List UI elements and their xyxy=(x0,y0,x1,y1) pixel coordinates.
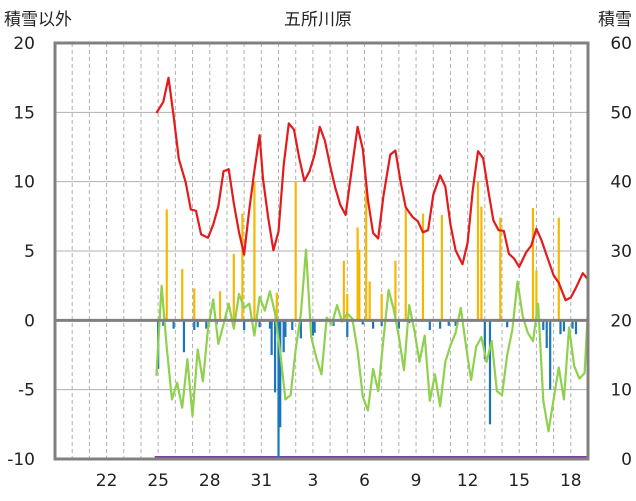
snowfall-bar xyxy=(499,217,502,321)
rain-bar xyxy=(162,320,165,326)
snowfall-bar xyxy=(557,217,560,321)
y-left-tick-label: 0 xyxy=(24,311,35,331)
rain-bar xyxy=(371,320,375,329)
rain-bar xyxy=(243,320,246,331)
snowfall-bar xyxy=(241,213,244,321)
rain-bar xyxy=(313,320,316,333)
x-tick-label: 31 xyxy=(251,471,273,491)
y-right-tick-label: 20 xyxy=(610,311,632,331)
rain-bar xyxy=(488,320,492,425)
snowfall-bar xyxy=(394,260,397,321)
rain-bar xyxy=(332,320,335,326)
rain-bar xyxy=(182,320,186,353)
rain-bar xyxy=(380,320,383,326)
snowfall-bar xyxy=(346,293,349,321)
x-tick-label: 12 xyxy=(457,471,479,491)
y-right-tick-label: 30 xyxy=(610,242,632,262)
rain-bar xyxy=(311,320,315,336)
rain-bar xyxy=(346,320,349,337)
x-tick-label: 15 xyxy=(508,471,530,491)
plot-frame xyxy=(53,41,590,461)
snowfall-bar xyxy=(294,181,297,321)
rain-bar xyxy=(549,320,552,390)
rain-bar xyxy=(506,320,509,328)
rain-bar xyxy=(273,320,277,393)
snowfall-bar xyxy=(193,288,196,321)
snowfall-bar xyxy=(253,181,256,321)
snowfall-bar xyxy=(232,253,235,321)
snowfall-bar xyxy=(358,249,361,321)
x-tick-label: 9 xyxy=(411,471,422,491)
rain-bar xyxy=(562,320,566,332)
snowfall-bar xyxy=(165,209,168,321)
x-tick-label: 22 xyxy=(96,471,118,491)
y-right-tick-label: 60 xyxy=(610,34,632,54)
snowfall-bar xyxy=(476,181,480,321)
snowfall-bar xyxy=(380,293,383,321)
rain-bar xyxy=(279,320,282,428)
rain-bar xyxy=(270,320,273,355)
frame-layer xyxy=(53,41,590,461)
y-right-tick-label: 50 xyxy=(610,103,632,123)
y-left-tick-label: -5 xyxy=(18,381,35,401)
rain-bar xyxy=(361,320,364,325)
rain-bar xyxy=(193,320,196,331)
y-left-tick-label: 5 xyxy=(24,242,35,262)
snowfall-bar xyxy=(368,281,371,321)
snowfall-bar xyxy=(535,270,538,321)
x-tick-label: 6 xyxy=(359,471,370,491)
rain-bar xyxy=(268,320,272,329)
y-left-axis-label: 積雪以外 xyxy=(4,10,72,30)
snowfall-bar xyxy=(181,269,184,321)
rain-bar xyxy=(196,320,199,328)
y-right-tick-label: 0 xyxy=(621,450,632,470)
x-tick-label: 3 xyxy=(307,471,318,491)
rain-bar xyxy=(574,320,578,335)
rain-bar xyxy=(559,320,562,335)
rain-bar xyxy=(172,320,175,329)
y-left-tick-label: 10 xyxy=(13,173,35,193)
y-left-tick-label: 15 xyxy=(13,103,35,123)
rain-bar xyxy=(439,320,442,329)
snowfall-bar xyxy=(440,214,443,321)
y-right-tick-label: 10 xyxy=(610,381,632,401)
rain-bar xyxy=(291,320,294,331)
rain-bar xyxy=(542,320,545,331)
snowfall-bar xyxy=(275,292,278,321)
temperature-line xyxy=(155,248,590,433)
rain-bar xyxy=(284,320,287,337)
snowfall-bar xyxy=(480,206,483,321)
snowfall-bar xyxy=(356,227,359,321)
y-right-tick-label: 40 xyxy=(610,173,632,193)
chart-title: 五所川原 xyxy=(284,10,352,30)
snowfall-bar xyxy=(365,181,368,321)
x-tick-label: 18 xyxy=(560,471,582,491)
rain-bar xyxy=(277,320,280,459)
rain-bar xyxy=(454,320,457,326)
rain-bar xyxy=(483,320,486,360)
rain-bar xyxy=(447,320,450,326)
snowfall-bar xyxy=(342,260,345,321)
rain-bar xyxy=(428,320,431,331)
rain-bar xyxy=(258,320,261,328)
snowfall-bar xyxy=(421,213,425,321)
rain-bar xyxy=(571,320,574,329)
x-tick-label: 25 xyxy=(147,471,169,491)
rain-bar xyxy=(545,320,548,349)
snowfall-bar xyxy=(531,208,535,321)
rain-bar xyxy=(397,320,400,329)
y-left-tick-label: -10 xyxy=(7,450,35,470)
lines-layer xyxy=(55,76,590,433)
rain-bar xyxy=(299,320,302,339)
y-right-axis-label: 積雪 xyxy=(598,10,632,30)
y-left-tick-label: 20 xyxy=(13,34,35,54)
snowfall-bar xyxy=(218,291,222,321)
rain-bar xyxy=(282,320,285,353)
snow-depth-line xyxy=(155,76,589,302)
x-tick-label: 28 xyxy=(199,471,221,491)
snowfall-bar xyxy=(404,209,407,321)
rain-bar xyxy=(205,320,208,329)
